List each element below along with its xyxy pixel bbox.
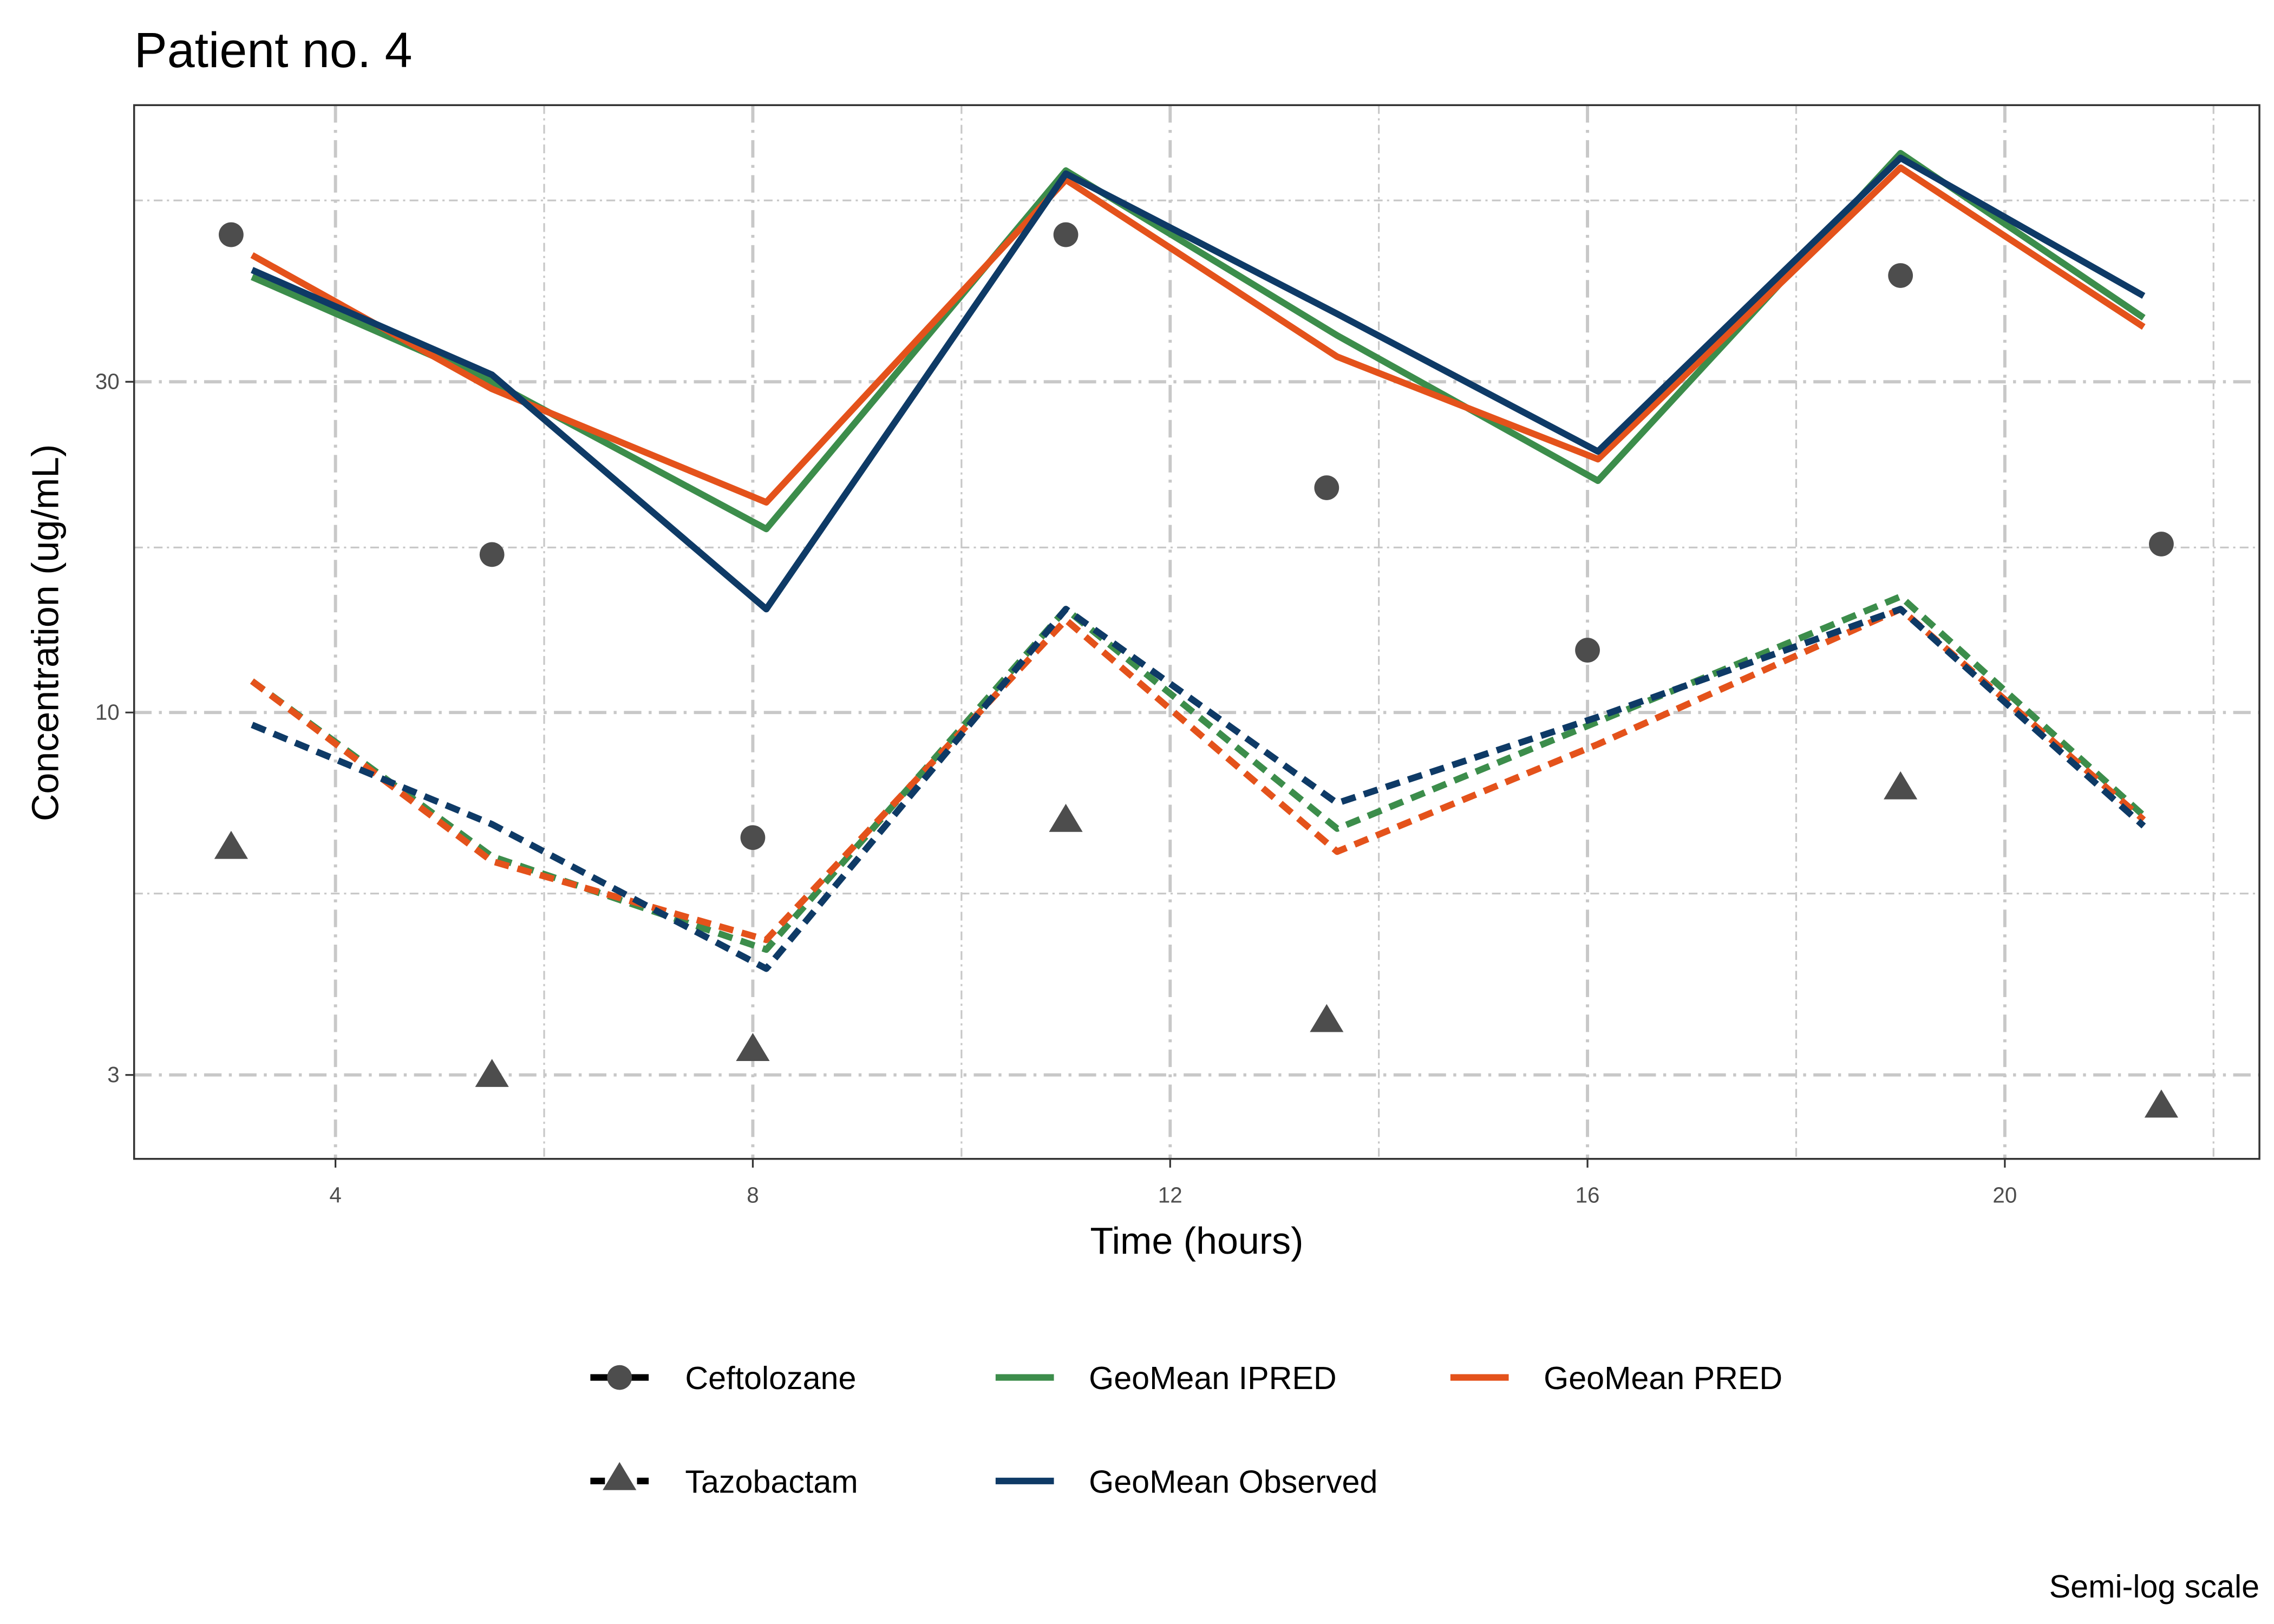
x-tick-label: 16 <box>1576 1183 1600 1208</box>
data-point-ceftolozane <box>740 825 766 850</box>
legend: Ceftolozane GeoMean IPRED GeoMean PRED Tazo… <box>590 1360 1782 1499</box>
legend-key-triangle <box>603 1462 637 1490</box>
data-point-tazobactam <box>1884 771 1918 800</box>
data-point-ceftolozane <box>1575 638 1600 663</box>
axis-ticks: 4 8 12 16 20 3 10 30 <box>95 369 2017 1208</box>
data-point-ceftolozane <box>1053 222 1079 247</box>
x-tick-label: 12 <box>1158 1183 1182 1208</box>
panel-border <box>133 104 2260 1160</box>
data-point-tazobactam <box>736 1033 770 1062</box>
data-point-ceftolozane <box>219 222 244 247</box>
series-line-geomean-pred-ceftolozane <box>250 164 2146 506</box>
x-axis-label: Time (hours) <box>1090 1220 1303 1262</box>
legend-item-geomean-ipred: GeoMean IPRED <box>995 1360 1337 1396</box>
data-point-tazobactam <box>1049 803 1083 832</box>
legend-key-circle <box>607 1365 632 1390</box>
series-line-geomean-observed-ceftolozane <box>251 154 2146 613</box>
series-line-geomean-observed-tazobactam <box>251 606 2146 972</box>
plot-marks <box>214 150 2179 1118</box>
data-point-tazobactam <box>475 1059 509 1087</box>
x-tick-label: 20 <box>1992 1183 2017 1208</box>
legend-label: Ceftolozane <box>685 1360 856 1396</box>
legend-label: GeoMean PRED <box>1544 1360 1782 1396</box>
legend-item-tazobactam: Tazobactam <box>590 1462 858 1499</box>
data-point-tazobactam <box>2144 1089 2179 1118</box>
legend-label: Tazobactam <box>685 1463 858 1499</box>
legend-label: GeoMean Observed <box>1089 1463 1377 1499</box>
caption: Semi-log scale <box>2049 1568 2259 1605</box>
data-point-ceftolozane <box>2149 532 2174 556</box>
x-tick-label: 4 <box>329 1183 341 1208</box>
series-line-geomean-ipred-tazobactam <box>250 593 2146 953</box>
series-line-geomean-pred-tazobactam <box>250 606 2146 944</box>
data-point-ceftolozane <box>1888 263 1913 288</box>
y-tick-label: 30 <box>95 369 120 394</box>
legend-label: GeoMean IPRED <box>1089 1360 1337 1396</box>
chart-title: Patient no. 4 <box>134 23 413 78</box>
y-axis-label: Concentration (ug/mL) <box>24 444 67 821</box>
legend-item-geomean-pred: GeoMean PRED <box>1450 1360 1782 1396</box>
legend-item-geomean-observed: GeoMean Observed <box>995 1463 1377 1499</box>
data-point-tazobactam <box>1310 1004 1344 1032</box>
y-tick-label: 10 <box>95 700 120 725</box>
y-tick-label: 3 <box>107 1062 119 1087</box>
x-tick-label: 8 <box>747 1183 759 1208</box>
data-point-ceftolozane <box>1314 475 1339 500</box>
data-point-ceftolozane <box>479 542 505 567</box>
data-point-tazobactam <box>214 830 249 859</box>
legend-item-ceftolozane: Ceftolozane <box>590 1360 856 1396</box>
